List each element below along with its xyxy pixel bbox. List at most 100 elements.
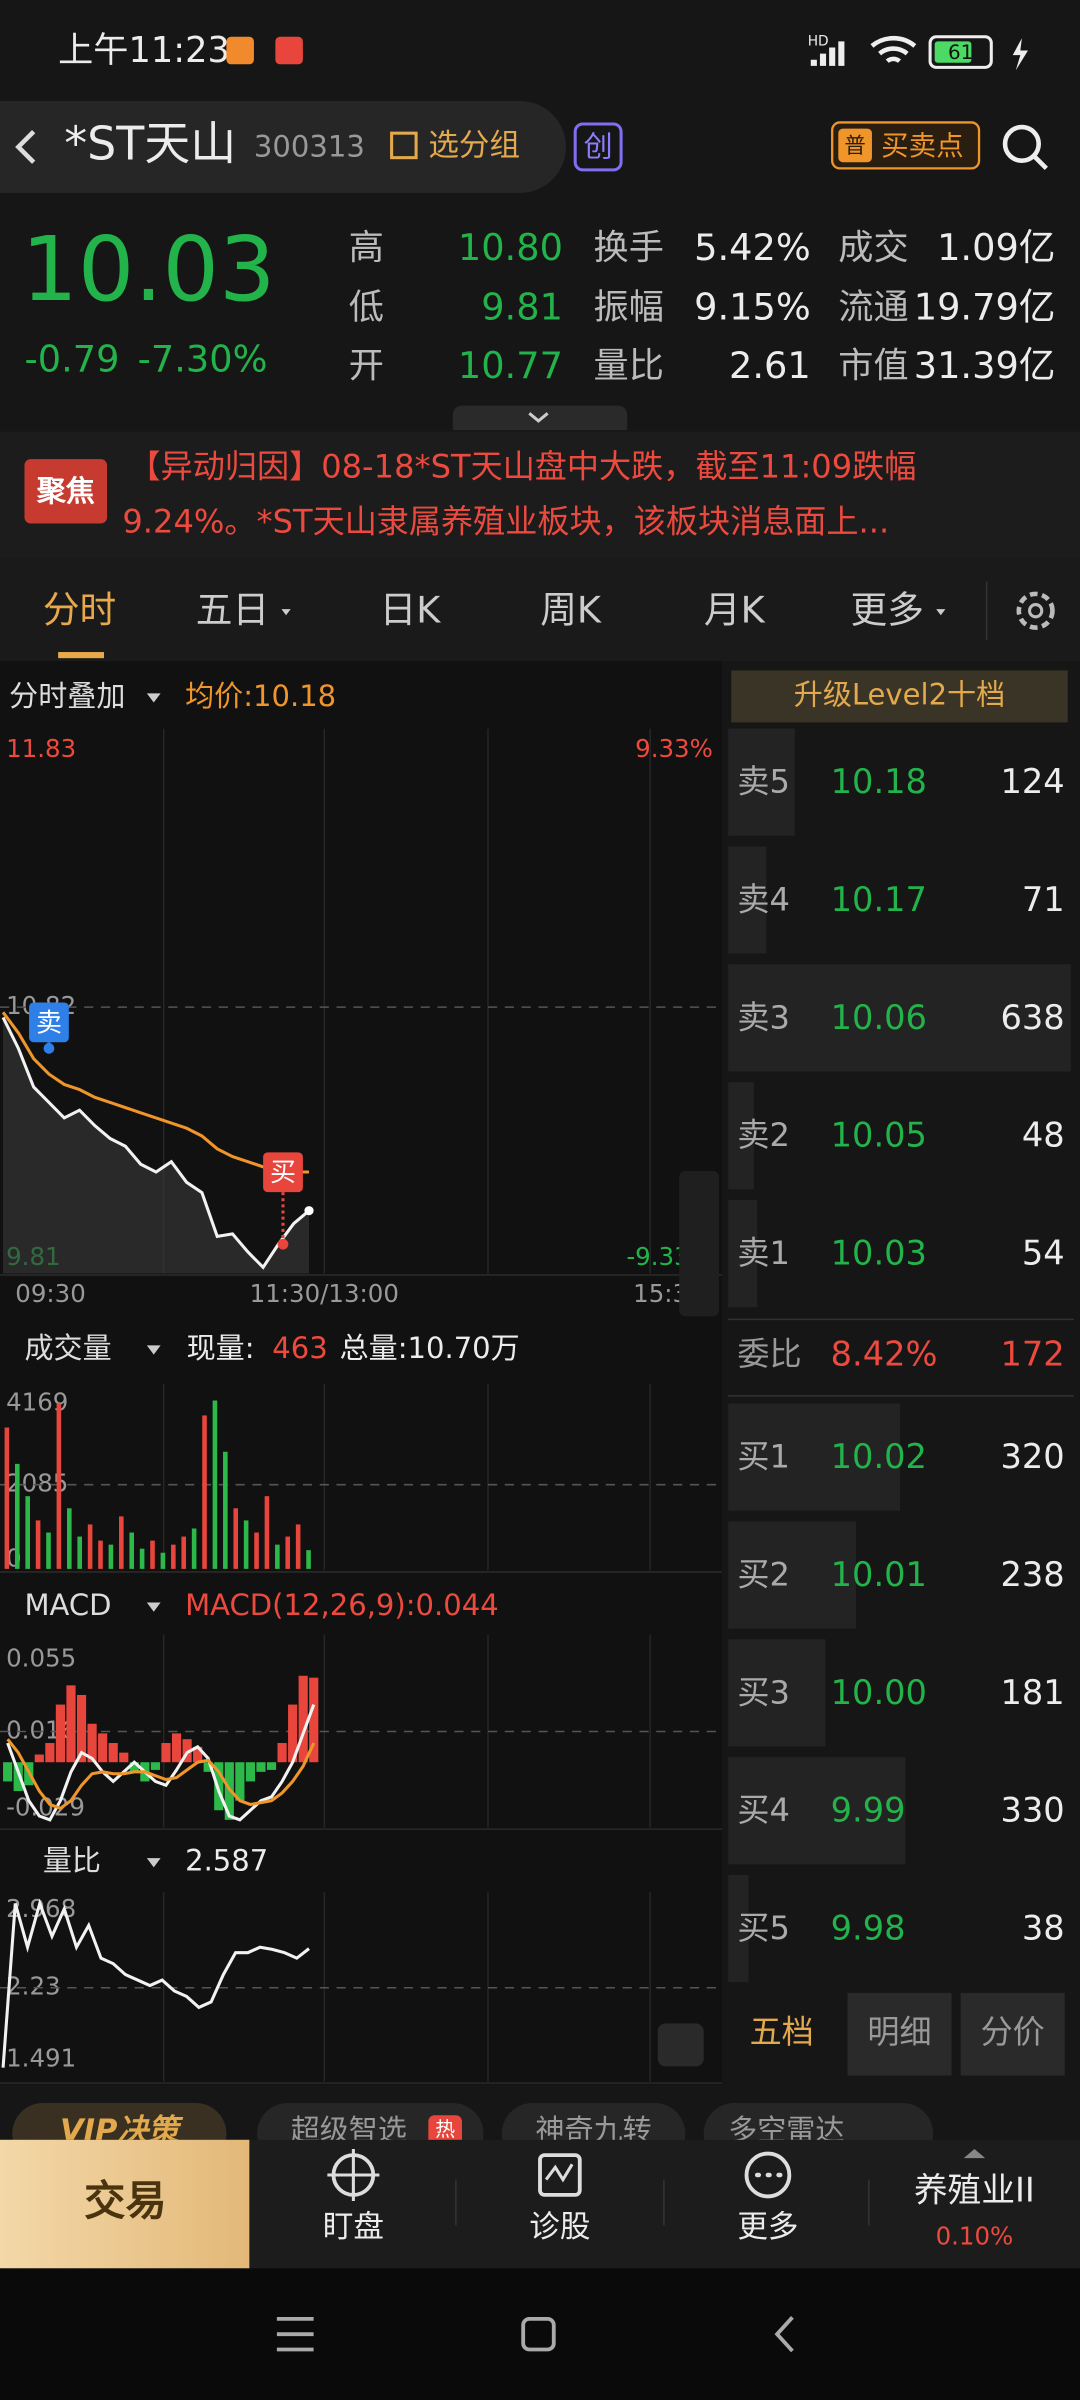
annotation-badge: [29, 1002, 69, 1043]
charging-icon: [1012, 38, 1028, 71]
price-change-pct: -7.30%: [138, 338, 268, 381]
depth-bar: [728, 964, 1071, 1072]
nav-divider: [455, 2179, 870, 2226]
book-tab[interactable]: 五档: [750, 2013, 814, 2051]
book-volume: 38: [1022, 1909, 1065, 1948]
stat-label: 振幅: [594, 287, 664, 328]
book-price: 10.06: [831, 998, 927, 1037]
macd-bar: [256, 1762, 266, 1772]
dropdown-icon: [146, 693, 161, 703]
sector-name[interactable]: 养殖业II: [914, 2170, 1035, 2209]
trade-button[interactable]: [0, 2139, 250, 2269]
macd-bar: [161, 1743, 171, 1763]
book-price: 10.18: [831, 762, 927, 801]
back-button[interactable]: [15, 130, 36, 164]
status-icon: [226, 36, 254, 65]
fullscreen-button[interactable]: [657, 2023, 704, 2067]
back-key[interactable]: [774, 2316, 794, 2353]
nav-icon: [744, 2151, 792, 2199]
volume-total: 总量:10.70万: [340, 1331, 520, 1365]
group-button[interactable]: 选分组: [428, 128, 520, 163]
period-tab[interactable]: 更多: [851, 589, 924, 632]
news-tag: 聚焦: [36, 474, 95, 508]
depth-bar: [728, 846, 767, 954]
volume-bar: [202, 1415, 207, 1569]
book-price: 10.02: [831, 1437, 927, 1476]
macd-bar: [150, 1762, 161, 1770]
nav-item[interactable]: 更多: [737, 2210, 798, 2245]
period-tab[interactable]: 月K: [704, 589, 766, 632]
panel-title: 量比: [43, 1844, 101, 1878]
volume-bar: [160, 1552, 166, 1569]
series-line: [1, 1898, 310, 2068]
dropdown-icon: [936, 609, 946, 616]
book-price: 9.98: [831, 1909, 906, 1948]
buy-sell-icon-bg: [838, 128, 872, 163]
macd-bar: [298, 1675, 308, 1763]
stat-value: 2.61: [729, 344, 811, 387]
volume-bar: [223, 1451, 228, 1569]
book-tab-bg: [960, 1992, 1065, 2076]
book-volume: 181: [1000, 1673, 1064, 1712]
volume-bar: [264, 1496, 270, 1569]
level2-text: 升级Level2十档: [794, 677, 1005, 711]
period-tabs: 分时 五日 日K 周K 月K 更多: [43, 589, 946, 659]
sector-arrow: [963, 2148, 986, 2159]
order-ratio-value: 8.42%: [831, 1335, 938, 1374]
macd-bar: [245, 1762, 256, 1782]
tab-bar: [0, 558, 1080, 662]
macd-bar: [171, 1733, 182, 1763]
news-banner[interactable]: [0, 431, 1080, 559]
x-tick-label: 09:30: [15, 1279, 85, 1308]
stat-value: 31.39亿: [914, 344, 1056, 387]
period-tab[interactable]: 五日: [196, 589, 269, 632]
nav-item[interactable]: 诊股: [529, 2210, 590, 2245]
period-tab[interactable]: 周K: [540, 589, 602, 632]
buy-sell-text: 买卖点: [881, 130, 964, 162]
macd-bar: [277, 1743, 287, 1763]
book-volume: 238: [1000, 1555, 1064, 1594]
nav-icon: [538, 2153, 582, 2197]
scroll-handle[interactable]: [679, 1170, 719, 1317]
buy-sell-icon: 普: [844, 134, 865, 159]
menu-key[interactable]: [276, 2316, 314, 2352]
status-icon: [275, 36, 303, 65]
signal-icon: [810, 41, 845, 66]
search-icon[interactable]: [1002, 124, 1041, 164]
macd-bar: [98, 1733, 108, 1763]
y-tick-label: 1.491: [6, 2043, 76, 2072]
news-line: 【异动归因】08-18*ST天山盘中大跌，截至11:09跌幅: [128, 447, 916, 485]
book-price: 10.00: [831, 1673, 927, 1712]
volume-bar: [243, 1520, 249, 1569]
depth-bar: [728, 1757, 906, 1865]
annotation-text: 买: [270, 1158, 296, 1188]
settings-icon[interactable]: [1016, 591, 1055, 630]
settings-icon-center: [1027, 603, 1044, 619]
level2-button[interactable]: [731, 670, 1068, 723]
macd-bar: [55, 1704, 66, 1763]
y-tick-label: 0.055: [6, 1644, 76, 1673]
hot-badge-text: 热: [435, 2118, 455, 2141]
volume-bar: [306, 1550, 311, 1569]
book-tab[interactable]: 明细: [867, 2013, 931, 2051]
book-volume: 638: [1000, 998, 1064, 1037]
book-label: 买3: [737, 1673, 790, 1711]
volume-bar: [4, 1427, 10, 1569]
y-tick-label: 0.016: [6, 1715, 76, 1744]
nav-item[interactable]: 盯盘: [323, 2210, 384, 2245]
wifi-icon: [870, 35, 917, 64]
period-tab[interactable]: 分时: [43, 589, 116, 632]
volume-current: 463: [272, 1331, 327, 1365]
book-tab[interactable]: 分价: [981, 2013, 1045, 2051]
home-key[interactable]: [521, 2316, 556, 2352]
y-tick-label: 2.23: [6, 1972, 60, 2001]
volume-bar: [46, 1532, 51, 1569]
last-price: 10.03: [21, 218, 275, 321]
book-label: 卖1: [737, 1234, 790, 1272]
dropdown-icon: [146, 1345, 161, 1355]
price-change: -0.79: [24, 338, 119, 381]
period-tab[interactable]: 日K: [380, 589, 442, 632]
panel-subtitle: 2.587: [185, 1844, 268, 1878]
annotation-point: [43, 1043, 55, 1054]
